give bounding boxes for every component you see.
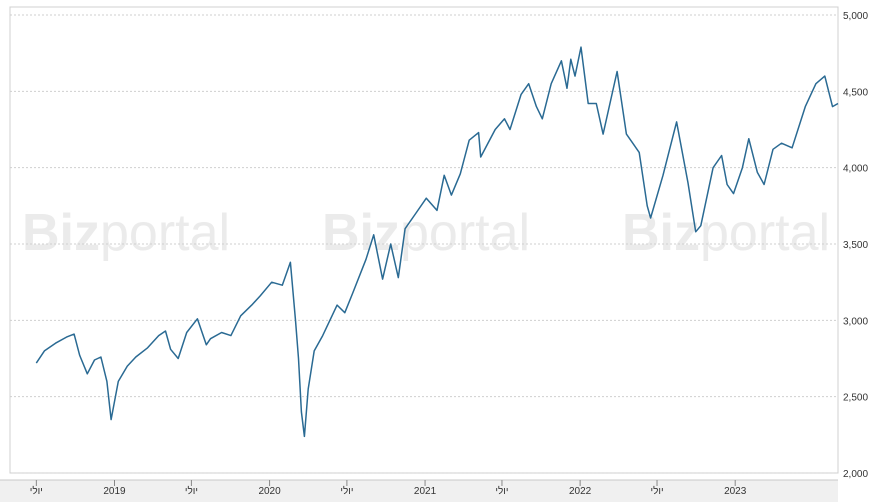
x-tick-label: 2021	[414, 486, 437, 497]
x-tick-label: יולי	[495, 485, 508, 497]
watermark-light-text: portal	[100, 204, 230, 262]
y-tick-label: 3,000	[843, 316, 868, 327]
x-axis-band	[0, 480, 838, 502]
x-tick-label: 2019	[103, 486, 126, 497]
x-tick-label: יולי	[650, 485, 663, 497]
grid-layer	[9, 6, 839, 474]
series-layer	[35, 46, 839, 438]
watermark-bold-text: Biz	[622, 204, 700, 262]
watermark-light-text: portal	[400, 204, 530, 262]
watermark-bold-text: Biz	[22, 204, 100, 262]
watermark-layer: Bizportal Bizportal Bizportal	[22, 204, 830, 262]
y-tick-label: 2,000	[843, 469, 868, 480]
watermark-bold-text: Biz	[322, 204, 400, 262]
x-tick-label: 2020	[258, 486, 281, 497]
x-tick-label: יולי	[185, 485, 198, 497]
y-tick-label: 4,000	[843, 164, 868, 175]
y-tick-label: 5,000	[843, 11, 868, 22]
watermark-logo: Bizportal	[22, 204, 230, 262]
series-line	[35, 46, 839, 438]
y-tick-label: 2,500	[843, 393, 868, 404]
watermark-logo: Bizportal	[322, 204, 530, 262]
y-tick-label: 4,500	[843, 87, 868, 98]
y-tick-label: 3,500	[843, 240, 868, 251]
x-tick-label: 2023	[724, 486, 747, 497]
x-tick-label: יולי	[340, 485, 353, 497]
x-tick-label: יולי	[30, 485, 43, 497]
watermark-light-text: portal	[700, 204, 830, 262]
x-tick-label: 2022	[569, 486, 592, 497]
watermark-logo: Bizportal	[622, 204, 830, 262]
axis-layer: 5,000 4,500 4,000 3,500 3,000 2,500 2,000 יולי 2…	[0, 11, 868, 502]
